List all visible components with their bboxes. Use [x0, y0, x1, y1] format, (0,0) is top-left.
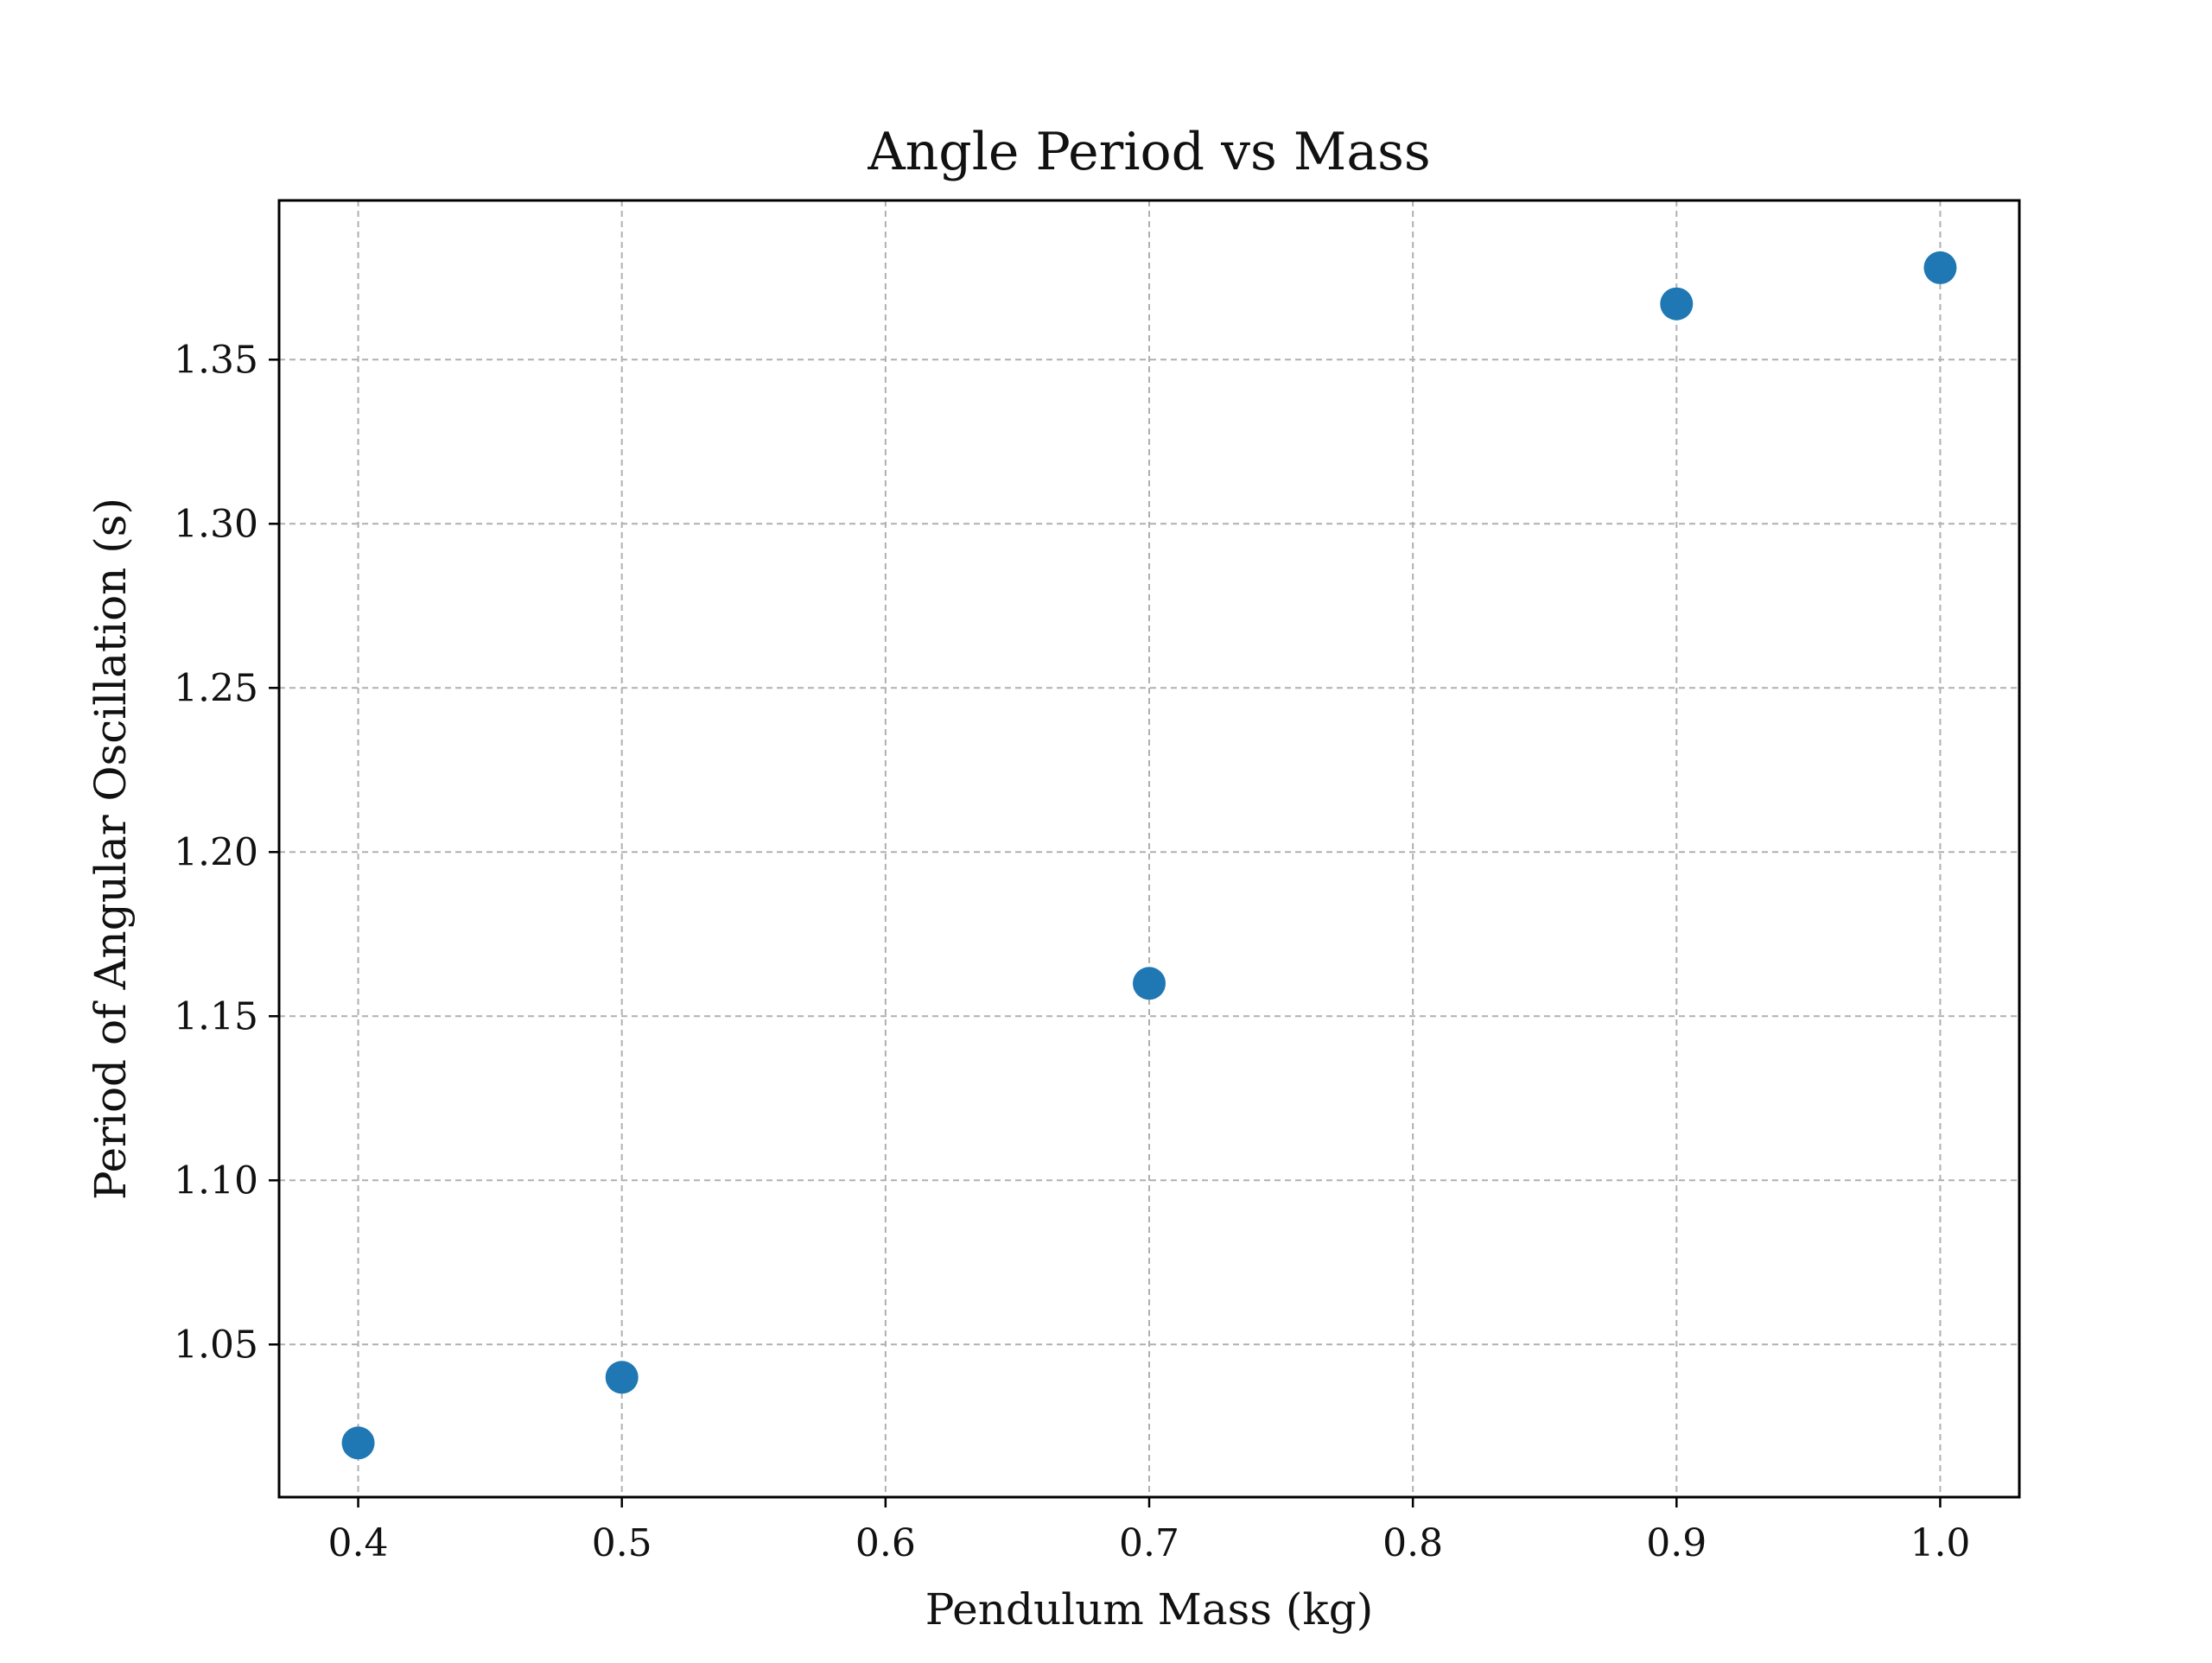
data-point	[1660, 287, 1694, 321]
x-tick-label: 0.5	[592, 1521, 652, 1565]
x-axis-label: Pendulum Mass (kg)	[925, 1584, 1373, 1634]
data-point	[605, 1361, 639, 1394]
y-tick-label: 1.30	[174, 502, 258, 546]
data-point	[341, 1426, 375, 1460]
data-points	[341, 251, 1957, 1460]
x-tick-label: 0.8	[1382, 1521, 1443, 1565]
x-tick-label: 0.7	[1119, 1521, 1179, 1565]
data-point	[1923, 251, 1957, 284]
y-axis-label: Period of Angular Oscillation (s)	[86, 498, 136, 1200]
axis-ticks: 0.4 0.5 0.6 0.7 0.8 0.9 1.0 1.05 1.10 1.15 1.20 1.2…	[174, 338, 1970, 1565]
y-tick-label: 1.35	[174, 338, 258, 382]
y-tick-label: 1.05	[174, 1323, 258, 1367]
x-tick-label: 1.0	[1910, 1521, 1970, 1565]
y-tick-label: 1.10	[174, 1158, 258, 1203]
x-tick-label: 0.4	[328, 1521, 389, 1565]
x-tick-label: 0.6	[855, 1521, 916, 1565]
y-tick-label: 1.20	[174, 830, 258, 874]
x-tick-label: 0.9	[1646, 1521, 1707, 1565]
y-tick-label: 1.15	[174, 994, 258, 1038]
data-point	[1133, 967, 1166, 1000]
grid-layer	[279, 200, 2019, 1497]
y-tick-label: 1.25	[174, 666, 258, 710]
chart-title: Angle Period vs Mass	[867, 122, 1430, 182]
